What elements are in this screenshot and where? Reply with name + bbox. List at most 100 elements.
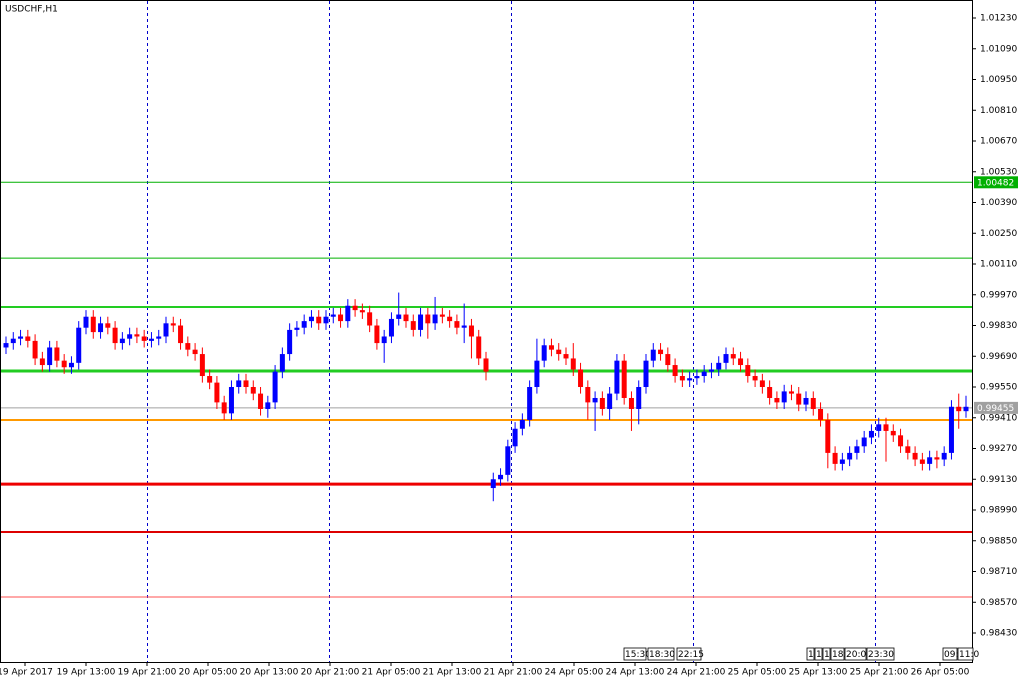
candle-body [534,360,540,388]
candle-body [607,393,613,409]
candle-body [810,397,816,409]
candle-body [767,387,773,398]
candle-body [963,406,969,412]
candle-body [156,336,162,339]
candle-body [483,358,489,372]
candle-body [388,318,394,337]
candle-body [701,371,707,377]
y-tick-label: 0.99970 [980,290,1017,300]
candle-body [934,457,940,460]
candle-body [578,369,584,388]
candle-body [527,387,533,420]
price-tag-label: 1.00482 [977,178,1014,188]
candle-body [207,376,213,383]
candle-body [672,365,678,377]
time-tag [822,647,831,661]
time-tag-label: 23:30 [868,650,894,660]
candle-body [418,314,424,330]
candle-body [665,354,671,366]
x-tick-label: 24 Apr 21:00 [667,668,726,678]
time-tag-label: 18:30 [649,650,675,660]
x-tick-label: 20 Apr 05:00 [179,668,238,678]
candle-body [490,479,496,489]
y-tick-label: 0.98570 [980,598,1017,608]
candle-body [25,336,31,341]
time-tag [866,647,895,661]
candle-body [476,336,482,359]
x-tick-label: 21 Apr 05:00 [362,668,421,678]
candle-body [185,343,191,350]
candle-body [505,446,511,475]
candle-body [498,474,504,480]
candle-body [716,362,722,370]
candle-body [287,329,293,355]
candle-body [148,338,154,341]
candle-body [679,376,685,381]
candle-body [956,406,962,412]
candle-body [192,349,198,355]
candle-body [898,435,904,447]
candle-body [374,325,380,344]
candle-body [781,391,787,403]
y-tick-label: 0.98710 [980,567,1017,577]
candle-body [905,446,911,453]
candle-body [396,314,402,319]
candle-body [170,323,176,326]
time-tag-label: 11:0 [959,650,979,660]
y-tick-label: 0.99830 [980,321,1017,331]
candle-body [788,391,794,394]
candle-body [134,334,140,337]
candle-body [570,358,576,370]
price-tag [974,176,1018,189]
candle-body [883,424,889,431]
x-tick-label: 24 Apr 05:00 [545,668,604,678]
y-tick-label: 0.99130 [980,475,1017,485]
time-tag-label: 1 [816,650,822,660]
candle-body [468,325,474,337]
candle-body [694,376,700,379]
candle-body [47,347,53,366]
y-tick-label: 1.00950 [980,75,1017,85]
candle-body [556,349,562,355]
candle-body [105,323,111,328]
candle-body [599,397,605,409]
candle-body [112,327,118,344]
candle-body [199,354,205,377]
y-tick-label: 1.00250 [980,229,1017,239]
time-tag-label: 09: [944,650,958,660]
candle-body [759,380,765,388]
y-tick-label: 1.00810 [980,106,1017,116]
x-tick-label: 24 Apr 13:00 [606,668,665,678]
candle-body [876,424,882,431]
time-tag-label: 15:30 [625,650,651,660]
candle-body [359,310,365,313]
time-tag-label: 22:15 [678,650,704,660]
candle-body [861,437,867,447]
chart-title: USDCHF,H1 [5,5,58,15]
candle-body [919,459,925,464]
y-tick-label: 0.99270 [980,444,1017,454]
candle-body [839,459,845,464]
candle-body [774,397,780,403]
x-tick-label: 21 Apr 13:00 [423,668,482,678]
candle-body [643,360,649,388]
candle-body [432,314,438,324]
candle-body [39,358,45,366]
candle-body [410,321,416,330]
candle-body [178,325,184,344]
candle-body [308,316,314,322]
candle-body [461,325,467,328]
candle-body [752,376,758,381]
candle-body [221,402,227,414]
candle-body [367,312,373,326]
candle-body [243,380,249,388]
time-tag [623,647,647,661]
candle-body [541,345,547,361]
y-tick-label: 1.00390 [980,198,1017,208]
plot-frame [0,0,973,663]
time-tag [676,647,702,661]
candle-body [316,316,322,324]
x-tick-label: 19 Apr 13:00 [57,668,116,678]
candle-body [818,408,824,420]
